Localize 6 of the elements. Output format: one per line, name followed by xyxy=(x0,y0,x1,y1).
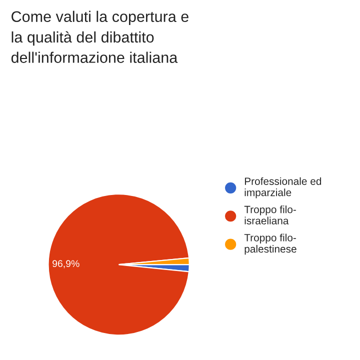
pie-slice xyxy=(48,193,190,336)
legend-label: Troppo filo- israeliana xyxy=(244,206,296,224)
legend-label: Troppo filo- palestinese xyxy=(244,234,296,255)
data-label: 96,9% xyxy=(52,260,80,268)
chart-title: Come valuti la copertura e la qualità del dibattito dell'informazione italiana xyxy=(11,10,188,63)
legend-label: Professionale ed imparziale xyxy=(244,177,322,198)
